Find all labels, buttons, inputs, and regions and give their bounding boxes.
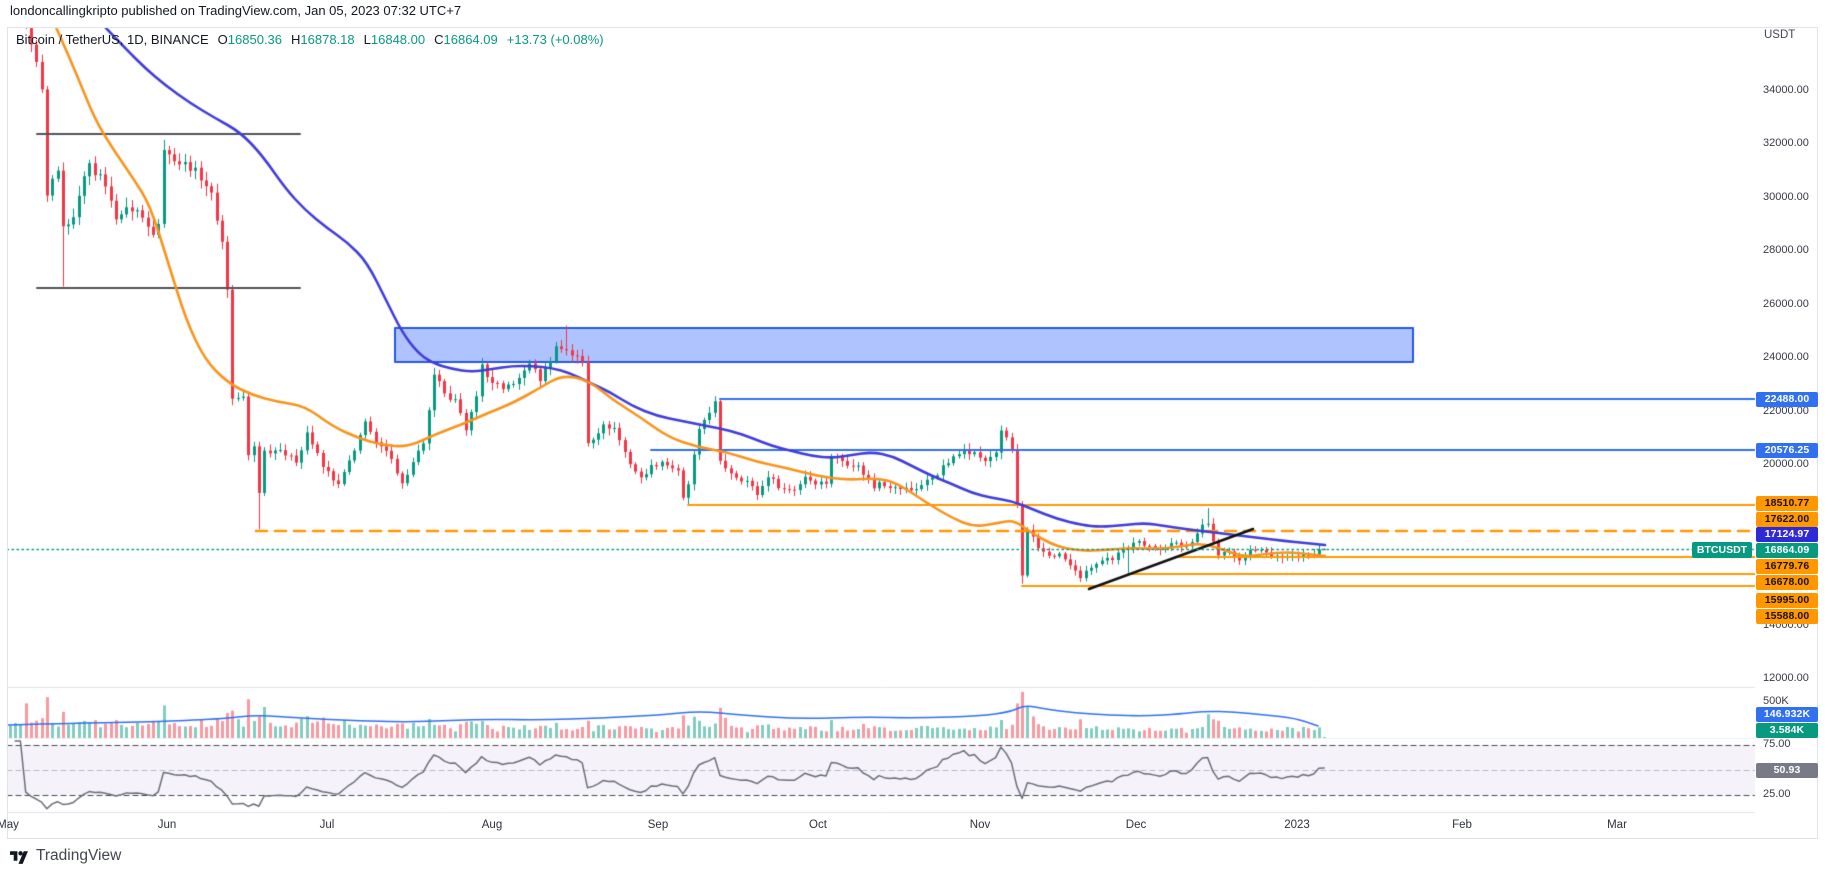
price-tick: 12000.00 — [1763, 672, 1809, 684]
price-tick: 26000.00 — [1763, 298, 1809, 310]
ohlc-item: C16864.09 — [434, 31, 498, 47]
ohlc-item: H16878.18 — [291, 31, 355, 47]
ohlc-values: O16850.36 H16878.18 L16848.00 C16864.09 — [218, 32, 498, 47]
axis-value-label: 15995.00 — [1756, 592, 1818, 608]
axis-value-label: 16779.76 — [1756, 558, 1818, 574]
time-tick: Jul — [319, 819, 335, 831]
price-tick: 28000.00 — [1763, 244, 1809, 256]
axis-value-label: 16864.09 — [1756, 542, 1818, 558]
time-tick: Sep — [647, 819, 669, 831]
time-tick: Dec — [1125, 819, 1147, 831]
tradingview-logo-icon — [10, 848, 29, 865]
published-line: londoncallingkripto published on Trading… — [10, 3, 462, 18]
axis-value-label: 22488.00 — [1756, 391, 1818, 407]
price-tick: 24000.00 — [1763, 351, 1809, 363]
footer-brand-text: TradingView — [36, 847, 122, 864]
time-tick: Nov — [969, 819, 991, 831]
axis-value-label: 17124.97 — [1756, 526, 1818, 542]
price-tick: 22000.00 — [1763, 405, 1809, 417]
ohlc-item: O16850.36 — [217, 31, 283, 47]
axis-value-label: 146.932K — [1756, 706, 1818, 722]
time-tick: Jun — [157, 819, 177, 831]
time-tick: 2023 — [1284, 819, 1310, 831]
axis-value-label: 17622.00 — [1756, 511, 1818, 527]
axis-value-label: 3.584K — [1756, 722, 1818, 738]
time-tick: Feb — [1452, 819, 1472, 831]
price-tick: 30000.00 — [1763, 191, 1809, 203]
time-tick: Aug — [481, 819, 503, 831]
axis-value-label: 15588.00 — [1756, 608, 1818, 624]
symbol-floating-label: BTCUSDT — [1692, 542, 1752, 558]
price-tick: 25.00 — [1763, 788, 1791, 800]
time-tick: Mar — [1607, 819, 1627, 831]
axis-value-label: 18510.77 — [1756, 495, 1818, 511]
axis-value-label: 20576.25 — [1756, 442, 1818, 458]
change-value: +13.73 (+0.08%) — [506, 31, 604, 47]
time-tick: Oct — [809, 819, 827, 831]
time-tick: May — [0, 819, 19, 831]
axis-value-label: 50.93 — [1756, 762, 1818, 778]
price-tick: 20000.00 — [1763, 458, 1809, 470]
price-tick: 34000.00 — [1763, 84, 1809, 96]
price-tick: 500K — [1763, 695, 1789, 707]
ohlc-item: L16848.00 — [363, 31, 426, 47]
footer-brand: TradingView — [10, 847, 121, 865]
symbol-title[interactable]: Bitcoin / TetherUS, 1D, BINANCE — [16, 31, 209, 47]
symbol-row[interactable]: Bitcoin / TetherUS, 1D, BINANCE O16850.3… — [16, 31, 604, 47]
price-tick: 32000.00 — [1763, 137, 1809, 149]
price-axis-currency: USDT — [1764, 29, 1796, 41]
axis-value-label: 16678.00 — [1756, 574, 1818, 590]
price-tick: 75.00 — [1763, 738, 1791, 750]
